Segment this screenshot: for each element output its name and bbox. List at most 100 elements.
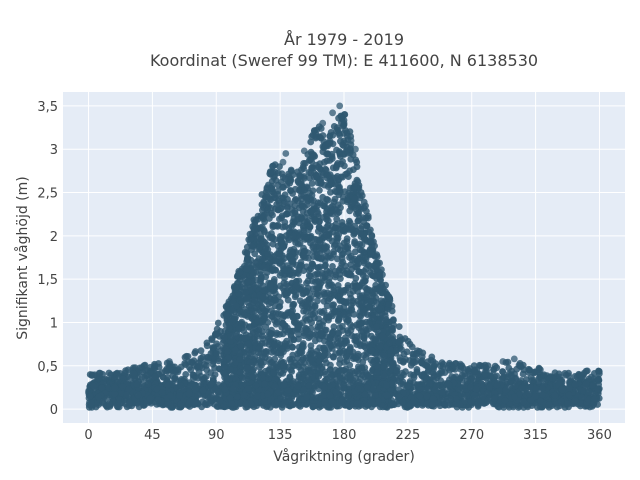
- data-point: [296, 264, 303, 271]
- data-point: [395, 338, 403, 346]
- data-point: [194, 374, 202, 382]
- data-point: [254, 373, 262, 381]
- data-point: [334, 210, 341, 217]
- data-point: [274, 388, 282, 396]
- data-point: [124, 366, 132, 374]
- data-point: [223, 311, 231, 319]
- data-point: [130, 370, 138, 377]
- data-point: [329, 263, 336, 270]
- data-point: [340, 311, 348, 319]
- data-point: [298, 348, 306, 356]
- data-point: [241, 335, 248, 342]
- data-point: [227, 338, 234, 345]
- data-point: [307, 265, 315, 273]
- data-point: [294, 382, 302, 390]
- data-point: [249, 223, 257, 230]
- data-point: [356, 292, 364, 300]
- data-point: [375, 305, 383, 313]
- data-point: [368, 347, 375, 354]
- data-point: [324, 254, 332, 261]
- data-point: [376, 271, 384, 279]
- data-point: [321, 337, 328, 345]
- data-point: [259, 335, 266, 343]
- data-point: [307, 169, 315, 177]
- data-point: [386, 339, 393, 347]
- data-point: [292, 239, 299, 247]
- data-point: [224, 348, 232, 355]
- data-point: [259, 293, 267, 301]
- data-point: [535, 379, 543, 387]
- data-point: [172, 368, 180, 375]
- data-point: [562, 371, 570, 379]
- data-point: [323, 302, 331, 310]
- data-point: [286, 374, 294, 381]
- data-point: [191, 381, 199, 389]
- data-point: [256, 243, 263, 251]
- data-point: [316, 308, 324, 315]
- data-point: [289, 272, 297, 279]
- data-point: [313, 207, 321, 215]
- data-point: [565, 391, 573, 399]
- data-point: [287, 333, 295, 341]
- data-point: [199, 353, 207, 361]
- data-point: [283, 337, 290, 345]
- data-point: [326, 335, 334, 343]
- data-point: [316, 186, 323, 194]
- data-point: [215, 357, 222, 365]
- data-point: [388, 325, 396, 332]
- data-point: [496, 387, 504, 394]
- data-point: [395, 323, 403, 330]
- data-point: [399, 359, 407, 366]
- data-point: [256, 363, 263, 371]
- data-point: [278, 204, 285, 212]
- data-point: [335, 311, 342, 318]
- data-point: [418, 371, 425, 379]
- data-point: [226, 324, 233, 332]
- data-point: [366, 297, 374, 305]
- data-point: [356, 400, 364, 408]
- data-point: [348, 305, 355, 313]
- data-point: [271, 383, 279, 391]
- data-point: [351, 180, 359, 187]
- data-point: [244, 278, 252, 285]
- data-point: [310, 248, 318, 255]
- data-point: [140, 362, 148, 370]
- data-point: [371, 242, 378, 250]
- data-point: [288, 368, 296, 375]
- data-point: [327, 189, 334, 196]
- data-point: [257, 224, 265, 232]
- data-point: [355, 268, 363, 276]
- data-point: [310, 364, 318, 372]
- data-point: [340, 367, 347, 374]
- data-point: [278, 214, 285, 222]
- data-point: [267, 280, 274, 288]
- data-point: [171, 374, 179, 382]
- data-point: [336, 340, 344, 347]
- data-point: [355, 324, 363, 332]
- data-point: [242, 289, 250, 296]
- data-point: [361, 277, 369, 285]
- data-point: [247, 236, 254, 243]
- data-point: [259, 255, 266, 263]
- data-point: [507, 373, 515, 381]
- data-point: [271, 316, 278, 324]
- data-point: [328, 329, 336, 337]
- data-point: [342, 225, 350, 233]
- data-point: [350, 188, 357, 195]
- data-point: [144, 380, 152, 388]
- data-point: [356, 282, 364, 289]
- data-point: [212, 330, 220, 338]
- data-point: [305, 382, 313, 389]
- data-point: [505, 364, 513, 372]
- data-point: [266, 215, 273, 222]
- data-point: [308, 356, 315, 363]
- data-point: [376, 342, 384, 350]
- data-point: [316, 217, 323, 225]
- data-point: [308, 158, 316, 165]
- data-point: [352, 337, 360, 344]
- data-point: [299, 363, 307, 370]
- data-point: [252, 216, 260, 224]
- data-point: [355, 209, 362, 217]
- data-point: [326, 268, 334, 276]
